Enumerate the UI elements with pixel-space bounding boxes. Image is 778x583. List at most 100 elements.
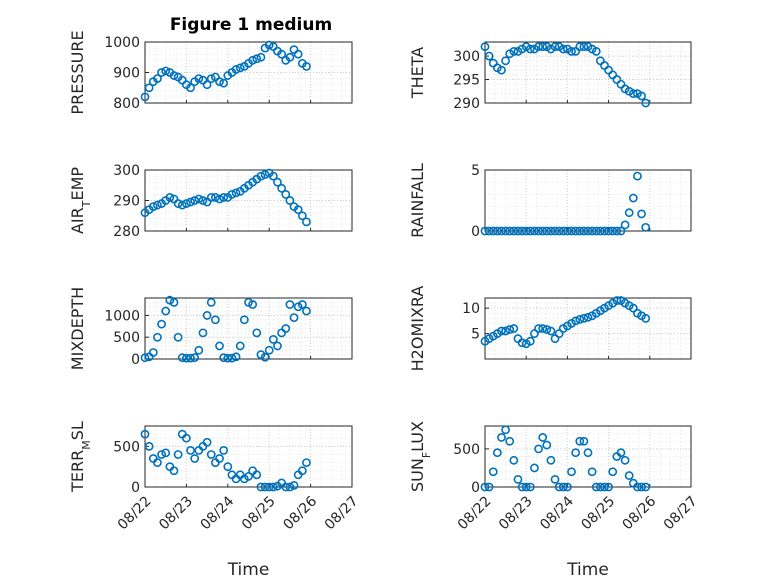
data-point	[534, 324, 543, 333]
data-point	[484, 226, 494, 236]
x-tick-label: 08/23	[496, 493, 536, 533]
y-axis-label: TERRMSL	[68, 421, 93, 493]
data-point	[637, 209, 646, 219]
data-point	[563, 482, 572, 492]
data-point	[595, 226, 605, 236]
data-point	[525, 336, 535, 346]
data-point	[558, 482, 568, 492]
data-point	[583, 448, 593, 458]
data-point	[219, 353, 229, 363]
data-point	[616, 226, 626, 236]
data-point	[620, 455, 630, 465]
data-point	[641, 98, 651, 108]
subplot-theta: 290 295 300 THETA	[408, 41, 692, 112]
data-point	[542, 325, 552, 334]
data-point	[624, 471, 634, 480]
data-point	[302, 62, 311, 71]
data-point	[231, 352, 241, 362]
data-point	[558, 44, 568, 54]
data-point	[575, 42, 585, 52]
data-point	[302, 458, 311, 467]
data-point	[181, 433, 191, 443]
data-point	[302, 217, 311, 227]
data-point	[525, 226, 535, 236]
data-point	[484, 482, 494, 492]
data-point	[202, 80, 212, 90]
data-point	[198, 196, 208, 205]
data-point	[165, 193, 175, 202]
y-tick-label: 1000	[104, 308, 140, 324]
data-point	[620, 220, 630, 230]
data-point	[534, 444, 543, 454]
data-point	[542, 226, 552, 236]
data-point	[604, 226, 613, 236]
subplot-rainfall: 0 5 RAINFALL	[408, 163, 692, 240]
y-tick-label: 500	[113, 330, 140, 346]
data-point	[497, 65, 506, 75]
axes-box	[484, 297, 692, 360]
data-point	[223, 353, 233, 363]
data-point	[256, 52, 266, 62]
data-point	[239, 315, 249, 325]
data-point	[302, 306, 311, 316]
x-tick-label: 08/23	[156, 493, 196, 533]
data-point	[173, 332, 183, 342]
data-point	[157, 450, 166, 459]
y-tick-label: 290	[453, 96, 480, 112]
data-point	[587, 467, 597, 477]
data-point	[281, 189, 291, 199]
data-point	[215, 194, 224, 204]
data-point	[293, 49, 303, 59]
data-point	[181, 199, 191, 208]
data-point	[579, 42, 589, 52]
y-tick-label: 0	[131, 352, 140, 368]
data-point	[173, 199, 183, 208]
data-point	[521, 482, 531, 492]
data-point	[161, 448, 171, 458]
data-point	[579, 313, 589, 323]
data-point	[501, 326, 510, 336]
data-point	[285, 196, 295, 205]
y-axis-label: H2OMIXRA	[408, 286, 427, 372]
data-point	[169, 297, 179, 307]
data-point	[492, 448, 502, 458]
data-point	[505, 226, 515, 236]
data-point	[260, 170, 270, 179]
data-point	[571, 316, 581, 326]
axes-background	[485, 298, 691, 359]
subplot-air-temp: 280 290 300 AIRTEMP	[68, 163, 353, 240]
data-point	[293, 205, 303, 215]
subplot-h2omixra: 5 10 H2OMIXRA	[408, 286, 692, 372]
data-point	[215, 77, 224, 87]
y-tick-label: 10	[462, 301, 480, 317]
data-point	[186, 445, 195, 455]
data-point	[177, 353, 187, 363]
data-point	[277, 49, 287, 59]
subplot-sun-flux: 0 500 08/22 08/23 08/24 08/25 08/26 08/27 Time SU…	[408, 421, 701, 580]
data-point	[542, 440, 552, 450]
y-tick-label: 500	[453, 442, 480, 458]
data-point	[641, 313, 651, 323]
data-point	[546, 326, 556, 336]
data-point	[181, 353, 191, 363]
x-tick-label: 08/24	[198, 493, 238, 533]
data-point	[501, 56, 510, 66]
data-point	[534, 226, 543, 236]
data-point	[252, 328, 262, 338]
data-point	[190, 454, 200, 463]
data-point	[148, 348, 158, 357]
data-point	[579, 436, 589, 446]
y-tick-label: 800	[113, 96, 140, 112]
data-point	[157, 68, 166, 77]
data-point	[210, 315, 220, 325]
data-point	[297, 211, 307, 221]
data-point	[264, 345, 274, 355]
data-point	[513, 474, 523, 484]
data-point	[480, 226, 490, 236]
data-point	[289, 480, 299, 490]
data-point	[595, 482, 605, 492]
x-tick-label: 08/25	[578, 493, 618, 533]
y-tick-label: 0	[471, 480, 480, 496]
data-point	[567, 226, 576, 236]
data-point	[264, 482, 274, 492]
